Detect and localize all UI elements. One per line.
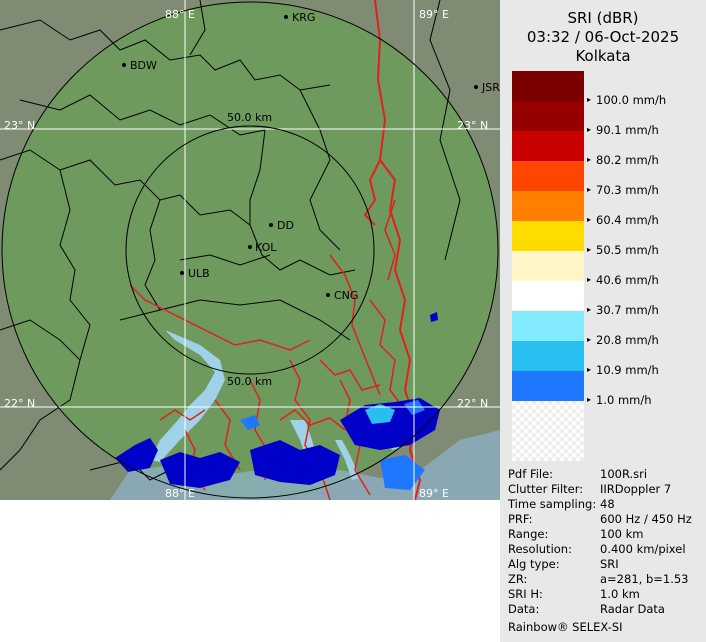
datetime-title: 03:32 / 06-Oct-2025 <box>526 28 680 46</box>
legend-tick-icon: ▸ <box>587 395 592 404</box>
legend-tick-icon: ▸ <box>587 275 592 284</box>
metadata-key: Time sampling: <box>508 497 597 511</box>
lon-label-bottom-left: 88° E <box>165 487 195 500</box>
legend-tick-icon: ▸ <box>587 245 592 254</box>
legend-label: 1.0 mm/h <box>596 393 652 407</box>
legend-tick-icon: ▸ <box>587 305 592 314</box>
metadata-value: a=281, b=1.53 <box>600 572 689 586</box>
legend-label: 90.1 mm/h <box>596 123 659 137</box>
legend-tick-icon: ▸ <box>587 215 592 224</box>
range-ring-outer <box>1 1 499 499</box>
metadata-value: 0.400 km/pixel <box>600 542 686 556</box>
city-label-cng: CNG <box>334 289 358 302</box>
metadata-key: Data: <box>508 602 540 616</box>
lat-label-upper-left: 23° N <box>4 119 35 132</box>
legend-tick-icon: ▸ <box>587 155 592 164</box>
legend-label: 70.3 mm/h <box>596 183 659 197</box>
legend-swatch <box>512 191 584 221</box>
product-title: SRI (dBR) <box>567 9 639 27</box>
city-label-ulb: ULB <box>188 267 210 280</box>
legend-label: 50.5 mm/h <box>596 243 659 257</box>
legend-label: 20.8 mm/h <box>596 333 659 347</box>
legend-tick-icon: ▸ <box>587 95 592 104</box>
metadata-value: 600 Hz / 450 Hz <box>600 512 692 526</box>
metadata-value: 1.0 km <box>600 587 640 601</box>
legend-swatch <box>512 311 584 341</box>
metadata-key: ZR: <box>508 572 528 586</box>
metadata-value: 100R.sri <box>600 467 648 481</box>
lat-label-lower-left: 22° N <box>4 397 35 410</box>
legend-swatch <box>512 251 584 281</box>
city-markers: KRG BDW JSR DD KOL ULB CNG <box>122 11 500 302</box>
district-boundaries <box>0 0 461 481</box>
metadata-key: Clutter Filter: <box>508 482 584 496</box>
legend-label: 40.6 mm/h <box>596 273 659 287</box>
legend-swatch <box>512 161 584 191</box>
legend-label: 60.4 mm/h <box>596 213 659 227</box>
legend-swatch <box>512 371 584 401</box>
legend-tick-icon: ▸ <box>587 125 592 134</box>
metadata-value: SRI <box>600 557 619 571</box>
metadata-value: 48 <box>600 497 615 511</box>
metadata-key: Pdf File: <box>508 467 554 481</box>
metadata-value: 100 km <box>600 527 644 541</box>
metadata-key: Resolution: <box>508 542 572 556</box>
legend-swatch <box>512 101 584 131</box>
lon-label-top-right: 89° E <box>419 8 449 21</box>
legend-swatch-top <box>512 71 584 101</box>
metadata-value: IIRDoppler 7 <box>600 482 672 496</box>
legend-tick-icon: ▸ <box>587 335 592 344</box>
range-ring-inner <box>125 125 375 375</box>
coverage-area <box>2 2 498 498</box>
lat-label-lower-right: 22° N <box>457 397 488 410</box>
city-label-krg: KRG <box>292 11 315 24</box>
lon-label-bottom-right: 89° E <box>419 487 449 500</box>
metadata-key: PRF: <box>508 512 533 526</box>
metadata-key: Alg type: <box>508 557 560 571</box>
city-label-dd: DD <box>277 219 294 232</box>
legend-swatch <box>512 221 584 251</box>
footer-credit: Rainbow® SELEX-SI <box>508 620 623 634</box>
city-label-bdw: BDW <box>130 59 157 72</box>
station-title: Kolkata <box>575 47 631 65</box>
legend-swatch <box>512 341 584 371</box>
lat-label-upper-right: 23° N <box>457 119 488 132</box>
legend-label: 10.9 mm/h <box>596 363 659 377</box>
metadata-key: Range: <box>508 527 549 541</box>
lat-lon-grid <box>0 0 500 500</box>
no-data-swatch <box>512 401 584 461</box>
metadata-value: Radar Data <box>600 602 665 616</box>
legend-label: 80.2 mm/h <box>596 153 659 167</box>
city-label-jsr: JSR <box>481 81 500 94</box>
legend-label: 30.7 mm/h <box>596 303 659 317</box>
legend-tick-icon: ▸ <box>587 185 592 194</box>
range-label-top: 50.0 km <box>227 111 272 124</box>
range-label-bottom: 50.0 km <box>227 375 272 388</box>
legend-panel: SRI (dBR) 03:32 / 06-Oct-2025 Kolkata ▸ 1… <box>500 0 706 642</box>
legend-swatch <box>512 281 584 311</box>
lon-label-top-left: 88° E <box>165 8 195 21</box>
city-label-kol: KOL <box>255 241 277 254</box>
legend-swatch <box>512 131 584 161</box>
legend-tick-icon: ▸ <box>587 365 592 374</box>
legend-label: 100.0 mm/h <box>596 93 667 107</box>
metadata-key: SRI H: <box>508 587 543 601</box>
radar-map: 88° E 89° E 88° E 89° E 23° N 23° N 22° … <box>0 0 500 500</box>
